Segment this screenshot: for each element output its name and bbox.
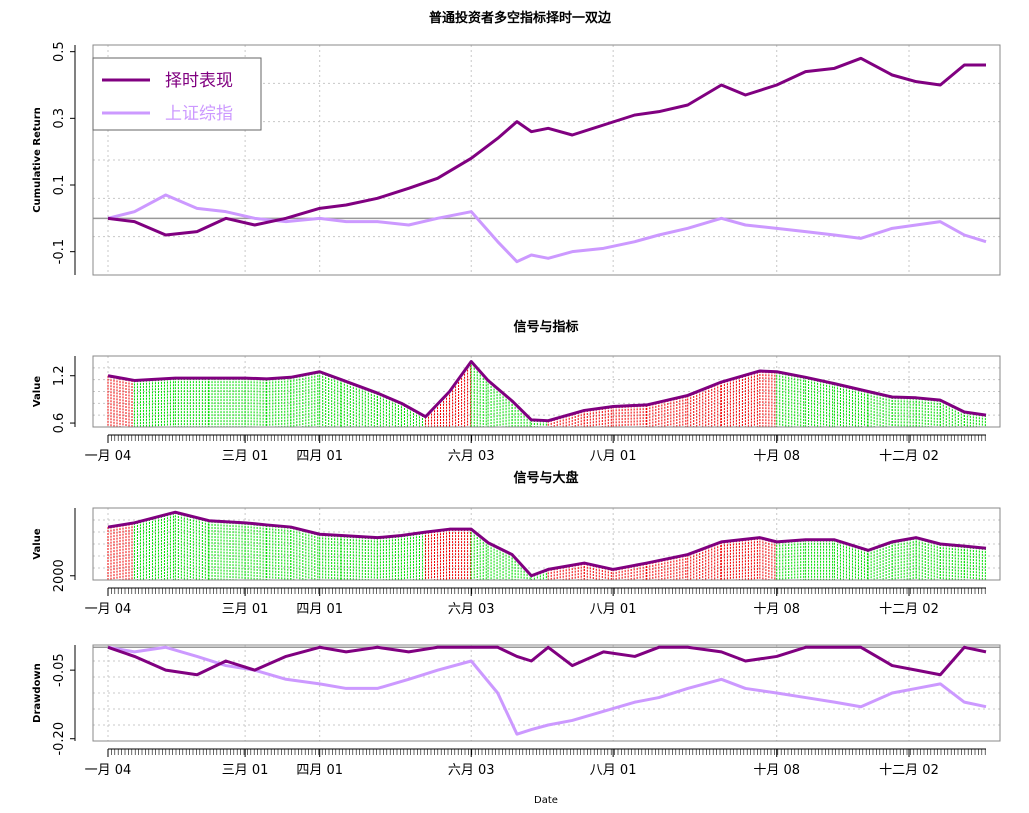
signal-market-title: 信号与大盘 (513, 470, 578, 486)
x-tick-label: 三月 01 (222, 602, 269, 617)
plot-frame (92, 355, 1001, 428)
plot-frame (92, 44, 1001, 276)
drawdown-panel: -0.20 -0.05 Drawdown 一月 04 三月 01 四月 01 六月 03 八月… (32, 644, 1001, 778)
signal-indicator-panel: 0.6 1.2 Value 一月 04 三月 01 四月 01 六月 03 八月 01 十月 0… (32, 355, 1001, 464)
x-tick-label: 六月 03 (448, 763, 495, 778)
x-tick-label: 十月 08 (753, 602, 800, 617)
x-tick-label: 四月 01 (296, 602, 343, 617)
signal-fill-signal_market (107, 512, 986, 580)
x-tick-label: 八月 01 (590, 449, 637, 464)
x-tick-label: 十二月 02 (879, 763, 939, 778)
grid-drawdown (93, 645, 1000, 741)
signal-indicator-title: 信号与指标 (513, 319, 578, 335)
line-signal_market (107, 510, 987, 578)
y-tick-label: 0.1 (52, 175, 67, 196)
x-tick-label: 十二月 02 (879, 449, 939, 464)
legend-label-strategy: 择时表现 (165, 71, 233, 91)
x-tick-label: 三月 01 (222, 449, 269, 464)
grid-signal_indicator (93, 356, 1000, 427)
x-tick-label: 八月 01 (590, 602, 637, 617)
x-tick-label: 六月 03 (448, 449, 495, 464)
x-axis-signal_market: 一月 04 三月 01 四月 01 六月 03 八月 01 十月 08 十二月 02 (85, 587, 986, 617)
x-tick-label: 一月 04 (85, 763, 132, 778)
y-tick-label: -0.20 (52, 722, 67, 756)
plot-frame (92, 507, 1001, 581)
series-line-index (107, 193, 987, 264)
figure-title: 普通投资者多空指标择时一双边 (429, 10, 612, 26)
legend: 择时表现 上证综指 (92, 57, 262, 131)
y-tick-label: 1.2 (52, 365, 67, 386)
y-tick-label: -0.05 (52, 653, 67, 687)
x-tick-label: 三月 01 (222, 763, 269, 778)
series-line-strategy (107, 56, 986, 237)
legend-label-index: 上证综指 (165, 104, 233, 124)
y-tick-label: 2000 (52, 559, 67, 592)
y-axis-signal_market: 2000 (52, 508, 76, 592)
x-tick-label: 六月 03 (448, 602, 495, 617)
y-axis-label: Drawdown (32, 663, 43, 723)
series-line-strategy (107, 645, 987, 677)
line-signal_indicator (107, 360, 987, 423)
x-axis-label: Date (534, 795, 558, 806)
y-tick-label: 0.3 (52, 108, 67, 129)
x-tick-label: 一月 04 (85, 602, 132, 617)
y-axis-label: Value (32, 528, 43, 559)
x-tick-label: 四月 01 (296, 763, 343, 778)
plot-frame (92, 644, 1001, 742)
y-axis-signal_indicator: 0.6 1.2 (52, 356, 76, 434)
legend-box (92, 57, 262, 131)
x-axis-drawdown: 一月 04 三月 01 四月 01 六月 03 八月 01 十月 08 十二月 02 (85, 748, 986, 778)
y-tick-label: 0.5 (52, 41, 67, 62)
x-tick-label: 十月 08 (753, 449, 800, 464)
x-tick-label: 十月 08 (753, 763, 800, 778)
y-tick-label: 0.6 (52, 413, 67, 434)
y-axis-drawdown: -0.20 -0.05 (52, 645, 76, 756)
x-tick-label: 八月 01 (590, 763, 637, 778)
x-tick-label: 十二月 02 (879, 602, 939, 617)
series-line-index (107, 645, 987, 736)
y-axis-label: Value (32, 376, 43, 407)
y-tick-label: -0.1 (52, 239, 67, 264)
x-axis-signal_indicator: 一月 04 三月 01 四月 01 六月 03 八月 01 十月 08 十二月 02 (85, 434, 986, 464)
x-tick-label: 一月 04 (85, 449, 132, 464)
y-axis-cumret: -0.1 0.1 0.3 0.5 (52, 41, 76, 275)
signal-fill-signal_indicator (107, 361, 986, 427)
y-axis-label: Cumulative Return (32, 107, 43, 213)
signal-market-panel: 2000 Value 一月 04 三月 01 四月 01 六月 03 八月 01 十月 08 十… (32, 507, 1001, 617)
x-tick-label: 四月 01 (296, 449, 343, 464)
